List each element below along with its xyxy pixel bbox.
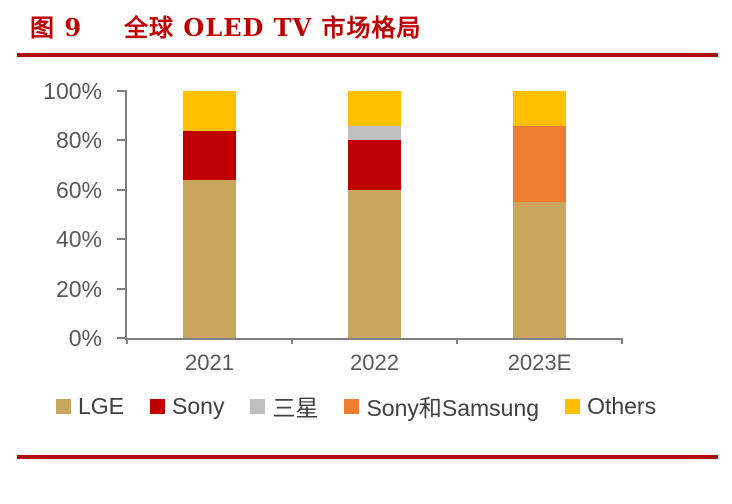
bar-segment-2021-Others xyxy=(183,91,236,131)
y-tick-mark xyxy=(117,139,127,142)
chart-legend: LGE Sony 三星 Sony和Samsung Others xyxy=(56,393,656,421)
bar-segment-2022-Others xyxy=(348,91,401,126)
y-tick-mark xyxy=(117,90,127,92)
y-tick-label: 60% xyxy=(55,176,102,203)
legend-label: Sony和Samsung xyxy=(366,395,540,421)
legend-swatch-三星 xyxy=(250,398,266,414)
y-tick-mark xyxy=(117,337,127,339)
bar-segment-2022-Sony xyxy=(348,140,401,190)
figure-title-text: 全球 OLED TV 市场格局 xyxy=(124,13,422,42)
bar-segment-2022-LGE xyxy=(348,189,401,338)
legend-item-Sony: Sony xyxy=(150,393,224,420)
y-tick-label: 0% xyxy=(68,325,102,351)
legend-label: LGE xyxy=(78,392,125,419)
x-tick-mark xyxy=(291,338,293,344)
y-tick-mark xyxy=(117,238,127,241)
legend-item-三星: 三星 xyxy=(250,389,318,423)
bar-segment-2023E-Others xyxy=(513,91,566,126)
legend-label: Others xyxy=(587,392,657,419)
legend-label: Sony xyxy=(172,392,225,419)
legend-label: 三星 xyxy=(272,395,319,421)
legend-swatch-LGE xyxy=(56,398,71,414)
legend-swatch-Others xyxy=(565,398,581,414)
x-label-2023E: 2023E xyxy=(507,350,572,375)
x-label-2022: 2022 xyxy=(350,350,399,375)
x-label-2021: 2021 xyxy=(185,350,234,375)
y-tick-label: 40% xyxy=(55,226,102,253)
legend-swatch-Sony和Samsung xyxy=(344,398,360,414)
x-tick-mark xyxy=(621,338,623,344)
legend-item-Sony和Samsung: Sony和Samsung xyxy=(344,389,539,423)
bar-segment-2023E-LGE xyxy=(513,202,566,338)
x-tick-mark xyxy=(126,338,128,344)
legend-item-Others: Others xyxy=(565,393,656,420)
bottom-divider xyxy=(17,455,718,459)
y-tick-label: 20% xyxy=(55,275,102,302)
bar-segment-2021-LGE xyxy=(183,179,236,338)
y-tick-mark xyxy=(117,287,127,290)
y-tick-label: 100% xyxy=(43,78,102,104)
y-tick-mark xyxy=(117,188,127,191)
bar-segment-2023E-Sony和Samsung xyxy=(513,125,566,203)
bar-segment-2021-Sony xyxy=(183,130,236,180)
x-tick-mark xyxy=(456,338,458,344)
plot-area xyxy=(125,91,623,340)
figure-title: 图 9 全球 OLED TV 市场格局 xyxy=(30,8,422,43)
legend-swatch-Sony xyxy=(150,398,166,414)
top-divider xyxy=(17,53,718,57)
y-tick-label: 80% xyxy=(55,127,102,154)
bar-segment-2022-三星 xyxy=(348,125,401,141)
figure-number: 图 9 xyxy=(30,13,83,42)
legend-item-LGE: LGE xyxy=(56,393,124,420)
